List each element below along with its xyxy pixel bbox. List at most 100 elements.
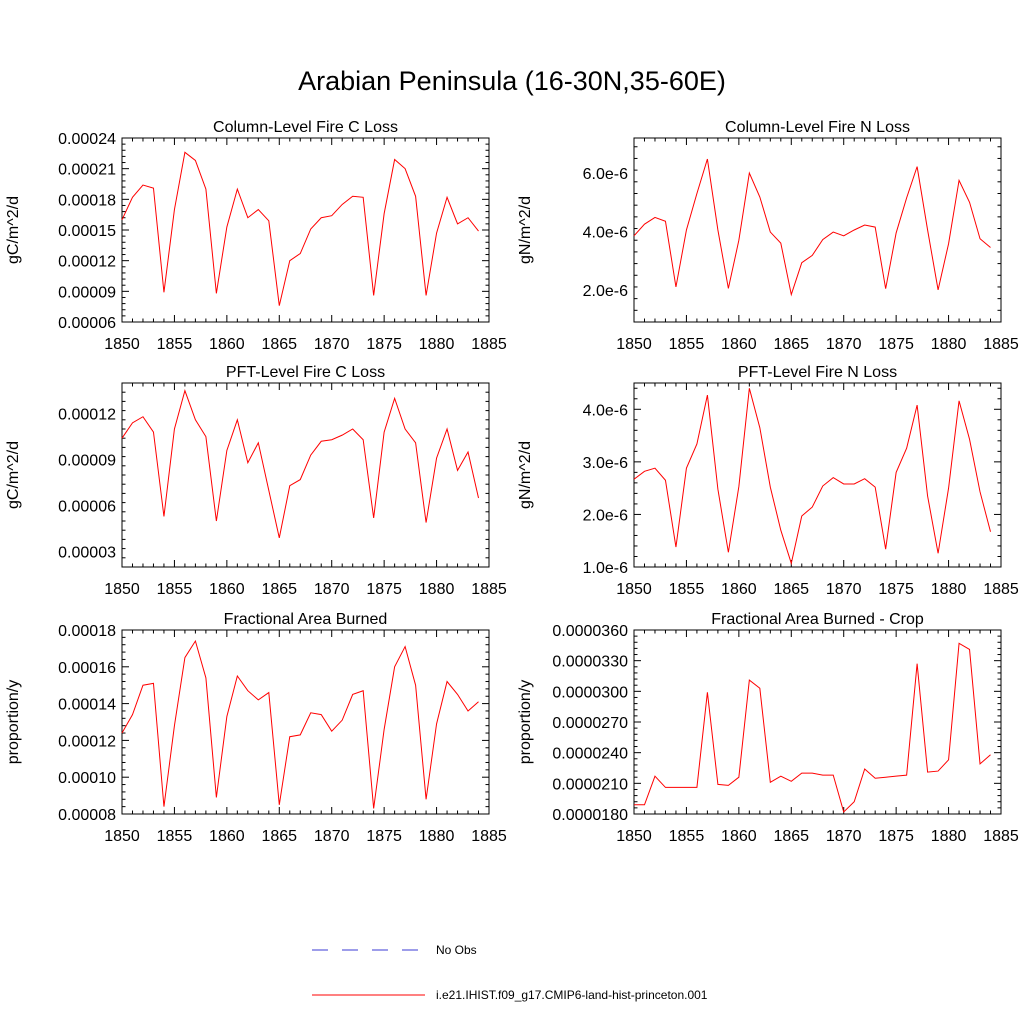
panel-title: Column-Level Fire C Loss [213,119,398,136]
y-tick-label: 0.0000330 [552,654,628,671]
y-tick-label: 1.0e-6 [583,560,628,577]
plot-frame [633,137,1002,323]
y-axis-label: gC/m^2/d [5,441,22,509]
panel-2: Column-Level Fire N Loss gN/m^2/d 1850 1855… [517,119,1019,353]
y-tick-label: 0.00006 [58,499,116,516]
plot-frame [633,629,1002,815]
y-tick-label: 0.00006 [58,315,116,332]
y-tick-label: 4.0e-6 [583,224,628,241]
x-tick-label: 1885 [983,828,1019,845]
x-tick-label: 1875 [366,581,402,598]
x-tick-label: 1860 [721,828,757,845]
x-tick-label: 1870 [826,336,862,353]
x-tick-label: 1860 [721,581,757,598]
x-tick-label: 1855 [669,828,705,845]
x-tick-label: 1880 [419,828,455,845]
x-tick-label: 1875 [878,336,914,353]
figure-title: Arabian Peninsula (16-30N,35-60E) [298,66,726,96]
x-tick-label: 1850 [616,828,652,845]
y-tick-label: 2.0e-6 [583,507,628,524]
series-line [121,639,479,809]
x-tick-label: 1885 [471,336,507,353]
x-tick-label: 1870 [314,828,350,845]
y-tick-label: 3.0e-6 [583,455,628,472]
plot-frame [121,629,490,815]
y-tick-label: 0.00010 [58,770,116,787]
x-tick-label: 1860 [209,581,245,598]
panel-grid: Column-Level Fire C Loss gC/m^2/d 1850 1855… [5,119,1019,845]
panel-3: PFT-Level Fire C Loss gC/m^2/d 1850 1855 186… [5,364,507,598]
x-tick-label: 1865 [773,581,809,598]
legend-label-model-run: i.e21.IHIST.f09_g17.CMIP6-land-hist-prin… [436,988,708,1002]
y-tick-label: 0.00012 [58,733,116,750]
x-tick-label: 1875 [366,828,402,845]
y-tick-label: 0.00009 [58,284,116,301]
x-tick-label: 1885 [983,581,1019,598]
panel-title: Column-Level Fire N Loss [725,119,910,136]
y-axis-label: proportion/y [517,680,534,765]
x-tick-label: 1850 [616,336,652,353]
series-line [634,642,991,813]
y-tick-label: 0.0000210 [552,776,628,793]
x-tick-label: 1865 [773,828,809,845]
x-tick-label: 1855 [157,336,193,353]
x-tick-label: 1855 [669,336,705,353]
y-tick-label: 0.0000180 [552,807,628,824]
y-axis-label: gN/m^2/d [517,441,534,509]
x-tick-label: 1855 [669,581,705,598]
x-tick-label: 1880 [419,581,455,598]
x-tick-label: 1870 [314,581,350,598]
x-tick-label: 1875 [878,828,914,845]
legend: No Obs i.e21.IHIST.f09_g17.CMIP6-land-hi… [312,943,708,1002]
series-line [633,388,991,566]
series-line [633,158,991,297]
panel-4: PFT-Level Fire N Loss gN/m^2/d 1850 1855 186… [517,364,1019,598]
y-axis-label: gC/m^2/d [5,196,22,264]
x-tick-label: 1850 [104,336,140,353]
y-tick-label: 0.0000300 [552,684,628,701]
panel-6: Fractional Area Burned - Crop proportion/… [517,611,1019,845]
x-tick-label: 1880 [931,336,967,353]
y-tick-label: 0.0000270 [552,715,628,732]
y-tick-label: 2.0e-6 [583,283,628,300]
x-tick-label: 1885 [471,828,507,845]
x-tick-label: 1875 [878,581,914,598]
x-tick-label: 1865 [261,828,297,845]
x-tick-label: 1860 [209,336,245,353]
y-tick-label: 6.0e-6 [583,166,628,183]
x-tick-label: 1850 [616,581,652,598]
panel-title: Fractional Area Burned - Crop [711,611,924,628]
y-tick-label: 0.00009 [58,453,116,470]
x-tick-label: 1850 [104,581,140,598]
panel-title: Fractional Area Burned [224,611,388,628]
y-tick-label: 0.00016 [58,660,116,677]
y-tick-label: 0.00015 [58,223,116,240]
x-tick-label: 1875 [366,336,402,353]
y-tick-label: 0.00012 [58,407,116,424]
x-tick-label: 1865 [261,581,297,598]
y-tick-label: 0.0000240 [552,746,628,763]
panel-title: PFT-Level Fire N Loss [738,364,897,381]
x-tick-label: 1880 [419,336,455,353]
x-tick-label: 1855 [157,581,193,598]
plot-frame [121,137,490,323]
y-tick-label: 0.0000360 [552,623,628,640]
series-line [121,389,479,538]
panel-1: Column-Level Fire C Loss gC/m^2/d 1850 1855… [5,119,507,353]
y-tick-label: 0.00014 [58,697,116,714]
y-tick-label: 0.00012 [58,254,116,271]
x-tick-label: 1885 [983,336,1019,353]
series-line [121,151,479,306]
x-tick-label: 1870 [826,828,862,845]
x-tick-label: 1870 [826,581,862,598]
x-tick-label: 1865 [261,336,297,353]
y-tick-label: 0.00018 [58,192,116,209]
x-tick-label: 1865 [773,336,809,353]
x-tick-label: 1860 [209,828,245,845]
x-tick-label: 1860 [721,336,757,353]
y-tick-label: 4.0e-6 [583,402,628,419]
panel-5: Fractional Area Burned proportion/y 1850 18… [5,611,507,845]
panel-title: PFT-Level Fire C Loss [226,364,385,381]
x-tick-label: 1880 [931,828,967,845]
